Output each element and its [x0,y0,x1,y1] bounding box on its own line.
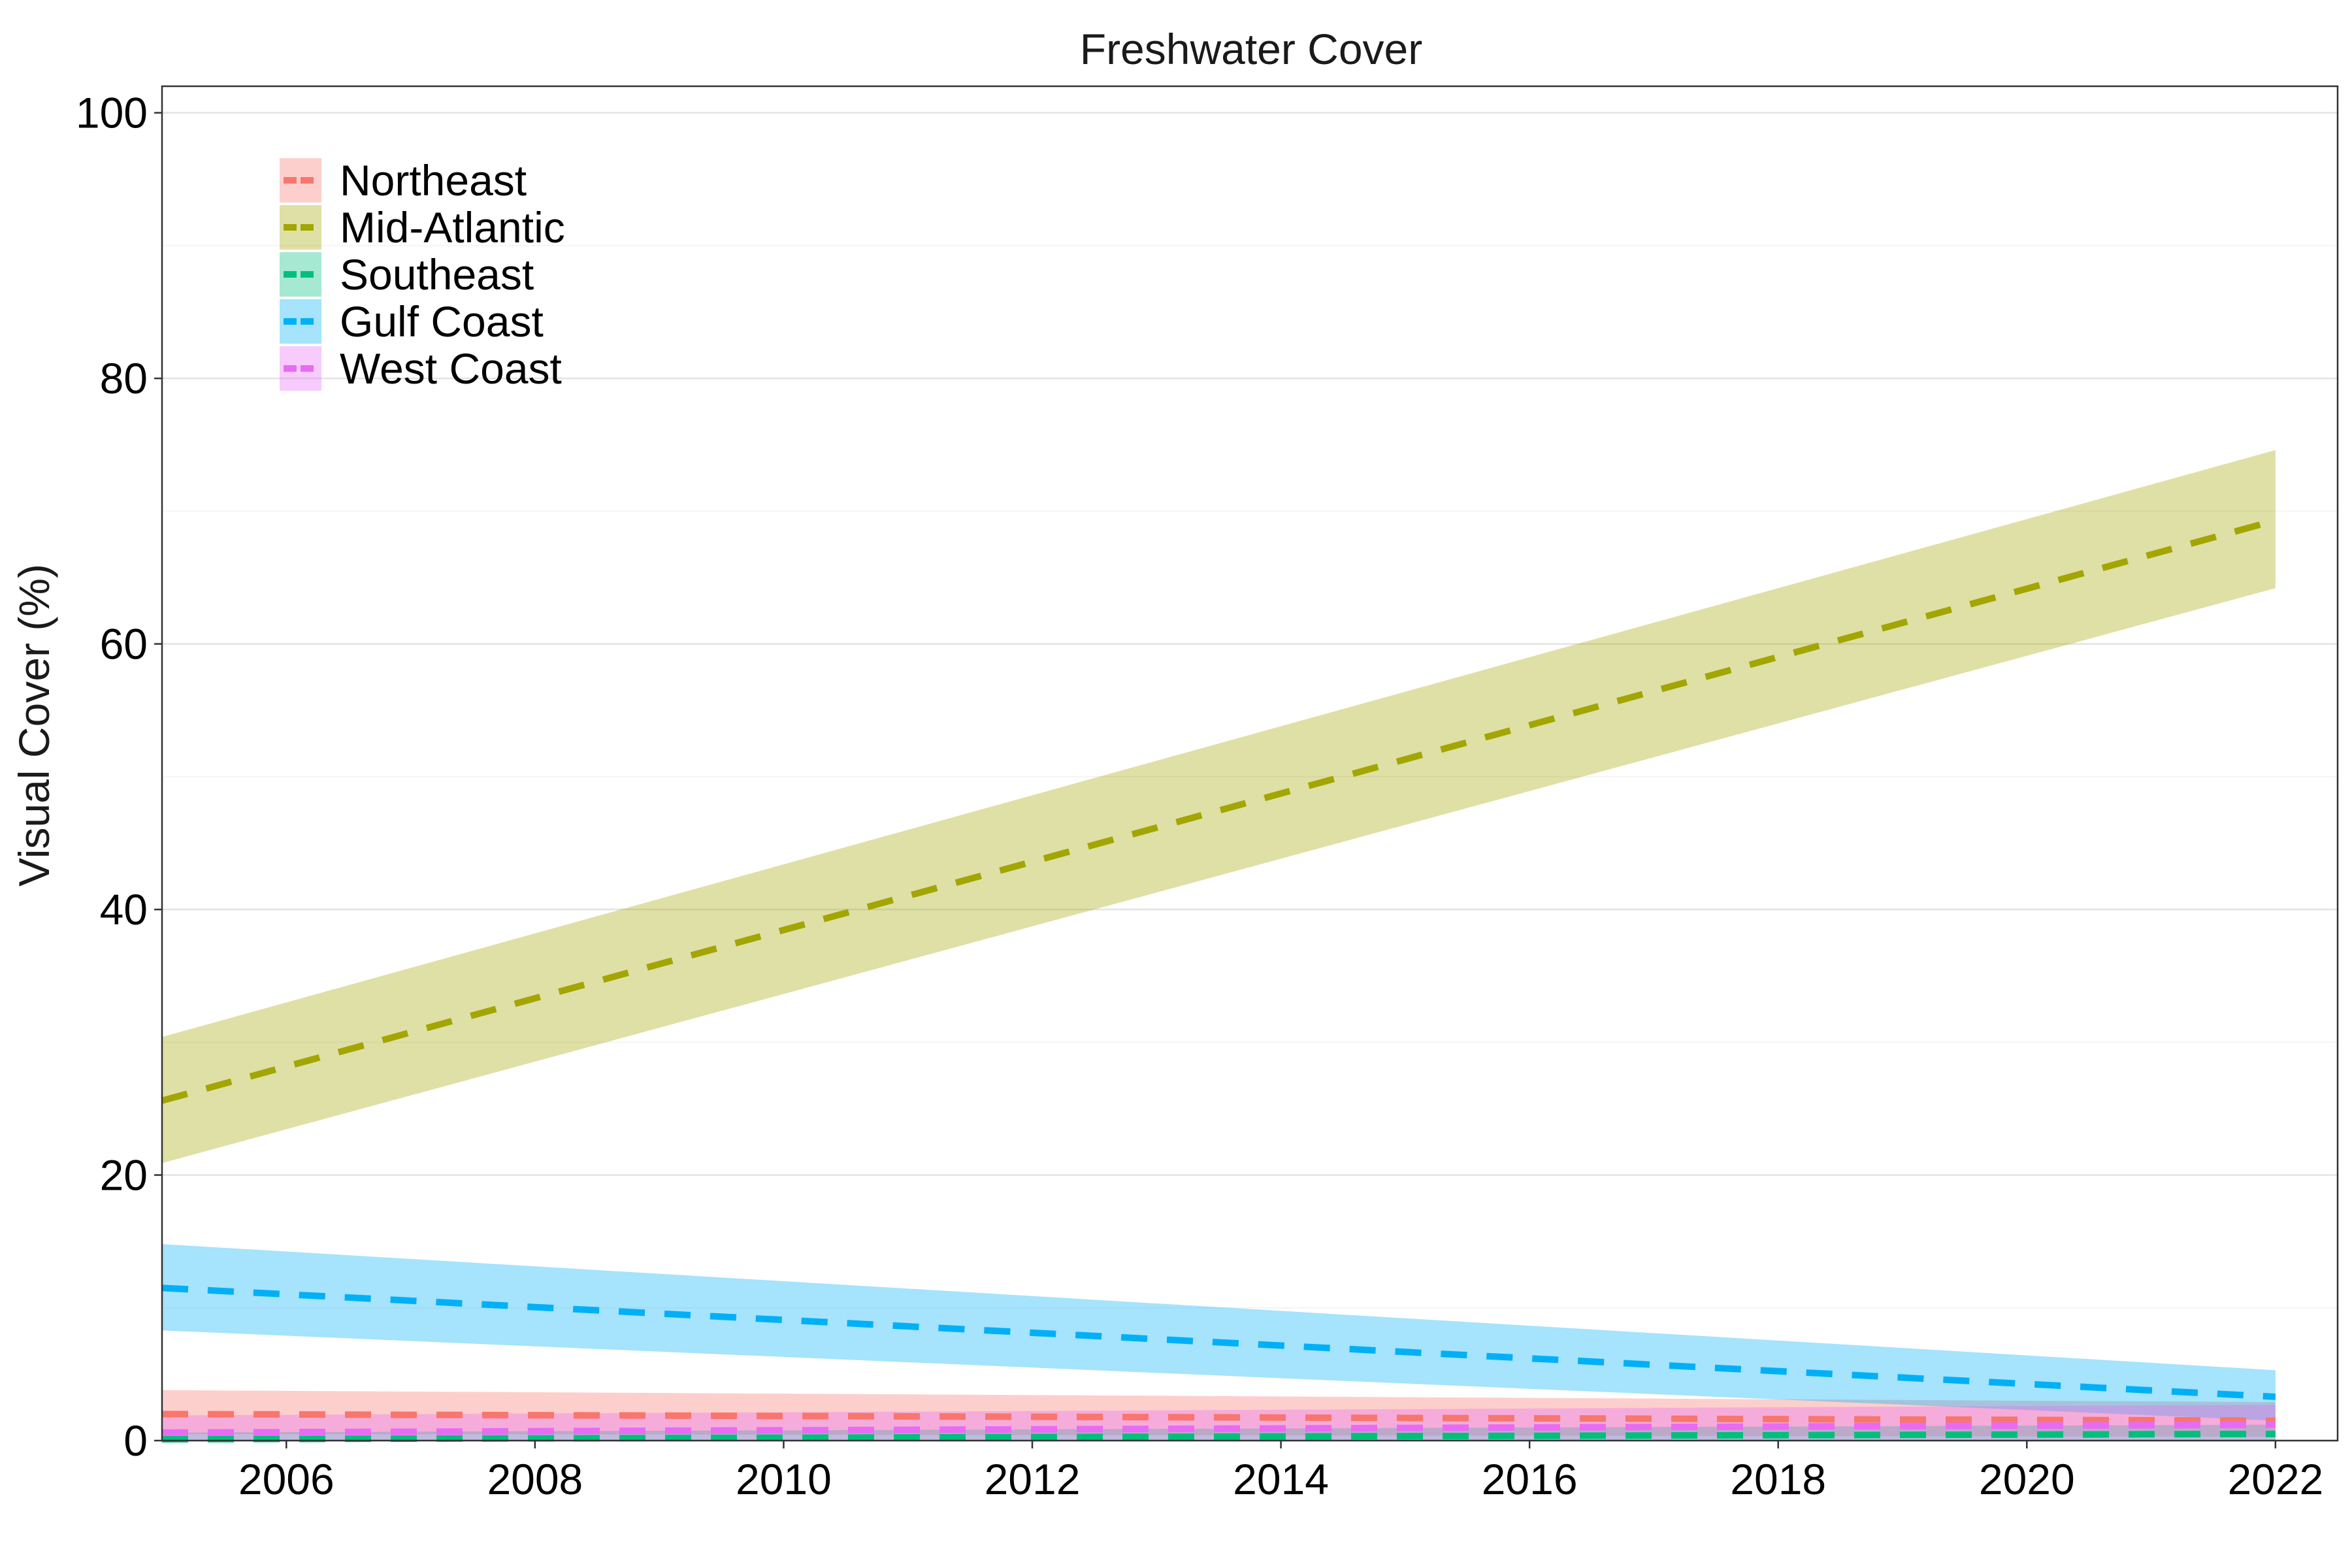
x-tick-label: 2014 [1233,1455,1329,1503]
x-tick-label: 2018 [1730,1455,1826,1503]
line-gulf-coast [161,1284,2276,1400]
x-tick-label: 2016 [1482,1455,1578,1503]
y-axis: 0 20 40 60 80 100 [76,89,162,1465]
legend-label: Northeast [340,156,527,204]
fit-lines [161,517,2277,1443]
y-axis-label: Visual Cover (%) [10,564,58,887]
y-tick-label: 100 [76,89,148,137]
ribbon-northeast [162,1390,2276,1437]
ribbon-gulf-coast [162,1244,2276,1421]
line-mid-atlantic [161,517,2277,1104]
legend-label: Southeast [340,250,534,299]
y-tick-label: 60 [100,620,148,668]
x-tick-label: 2020 [1979,1455,2075,1503]
y-tick-label: 20 [100,1151,148,1200]
legend-item-northeast: Northeast [280,156,527,204]
ribbon-mid-atlantic [162,449,2276,1164]
legend-item-mid-atlantic: Mid-Atlantic [280,203,565,252]
x-tick-label: 2008 [487,1455,583,1503]
legend-item-gulf-coast: Gulf Coast [280,297,544,346]
x-axis: 2006 2008 2010 2012 2014 2016 2018 2020 2022 [238,1441,2323,1503]
line-northeast [161,1411,2276,1424]
legend-label: West Coast [340,344,562,393]
grid [162,112,2338,1442]
chart-title: Freshwater Cover [1080,25,1423,73]
panel-border [161,85,2339,1442]
legend-label: Mid-Atlantic [340,203,565,252]
x-tick-label: 2022 [2227,1455,2323,1503]
y-tick-label: 0 [123,1416,148,1465]
confidence-ribbons [162,449,2276,1441]
x-tick-label: 2010 [736,1455,832,1503]
y-tick-label: 80 [100,354,148,402]
line-west-coast [161,1421,2276,1436]
legend-item-southeast: Southeast [280,250,534,299]
x-tick-label: 2012 [985,1455,1081,1503]
x-tick-label: 2006 [238,1455,335,1503]
y-tick-label: 40 [100,885,148,934]
legend-item-west-coast: West Coast [280,344,562,393]
legend-label: Gulf Coast [340,297,544,346]
line-southeast [161,1430,2276,1443]
